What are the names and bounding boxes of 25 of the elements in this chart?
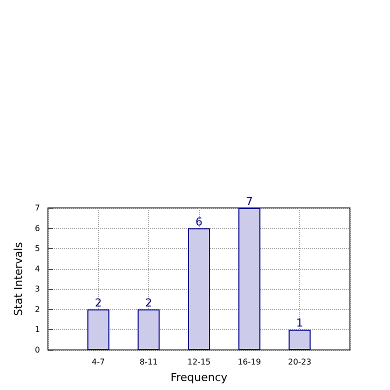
bar xyxy=(188,228,210,350)
x-tick-label: 16-19 xyxy=(238,358,261,366)
y-axis-title: Stat Intervals xyxy=(12,242,26,316)
y-tick-label: 3 xyxy=(34,284,40,294)
x-tick-label: 4-7 xyxy=(92,358,105,366)
data-label: 7 xyxy=(246,195,253,208)
bar xyxy=(138,309,160,350)
y-tick-label: 4 xyxy=(34,264,40,274)
data-label: 1 xyxy=(296,316,304,330)
y-tick-label: 1 xyxy=(34,325,40,334)
x-tick-label: 20-23 xyxy=(288,358,312,366)
bar xyxy=(288,330,311,350)
data-label: 6 xyxy=(196,215,202,228)
data-label: 2 xyxy=(145,296,152,310)
y-tick-label: 0 xyxy=(34,346,40,354)
bar xyxy=(87,309,110,350)
y-tick-label: 6 xyxy=(34,224,40,233)
x-axis-title: Frequency xyxy=(170,371,228,384)
data-label: 2 xyxy=(94,296,102,310)
y-tick-label: 7 xyxy=(34,204,40,212)
x-tick-label: 12-15 xyxy=(187,358,211,366)
bar xyxy=(238,208,260,350)
y-tick-label: 2 xyxy=(34,304,40,314)
x-tick-label: 8-11 xyxy=(140,358,158,366)
y-tick-label: 5 xyxy=(34,244,40,254)
